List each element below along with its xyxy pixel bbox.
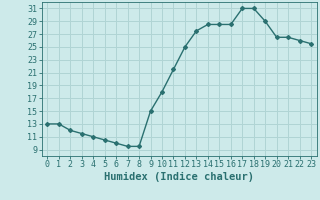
X-axis label: Humidex (Indice chaleur): Humidex (Indice chaleur) <box>104 172 254 182</box>
